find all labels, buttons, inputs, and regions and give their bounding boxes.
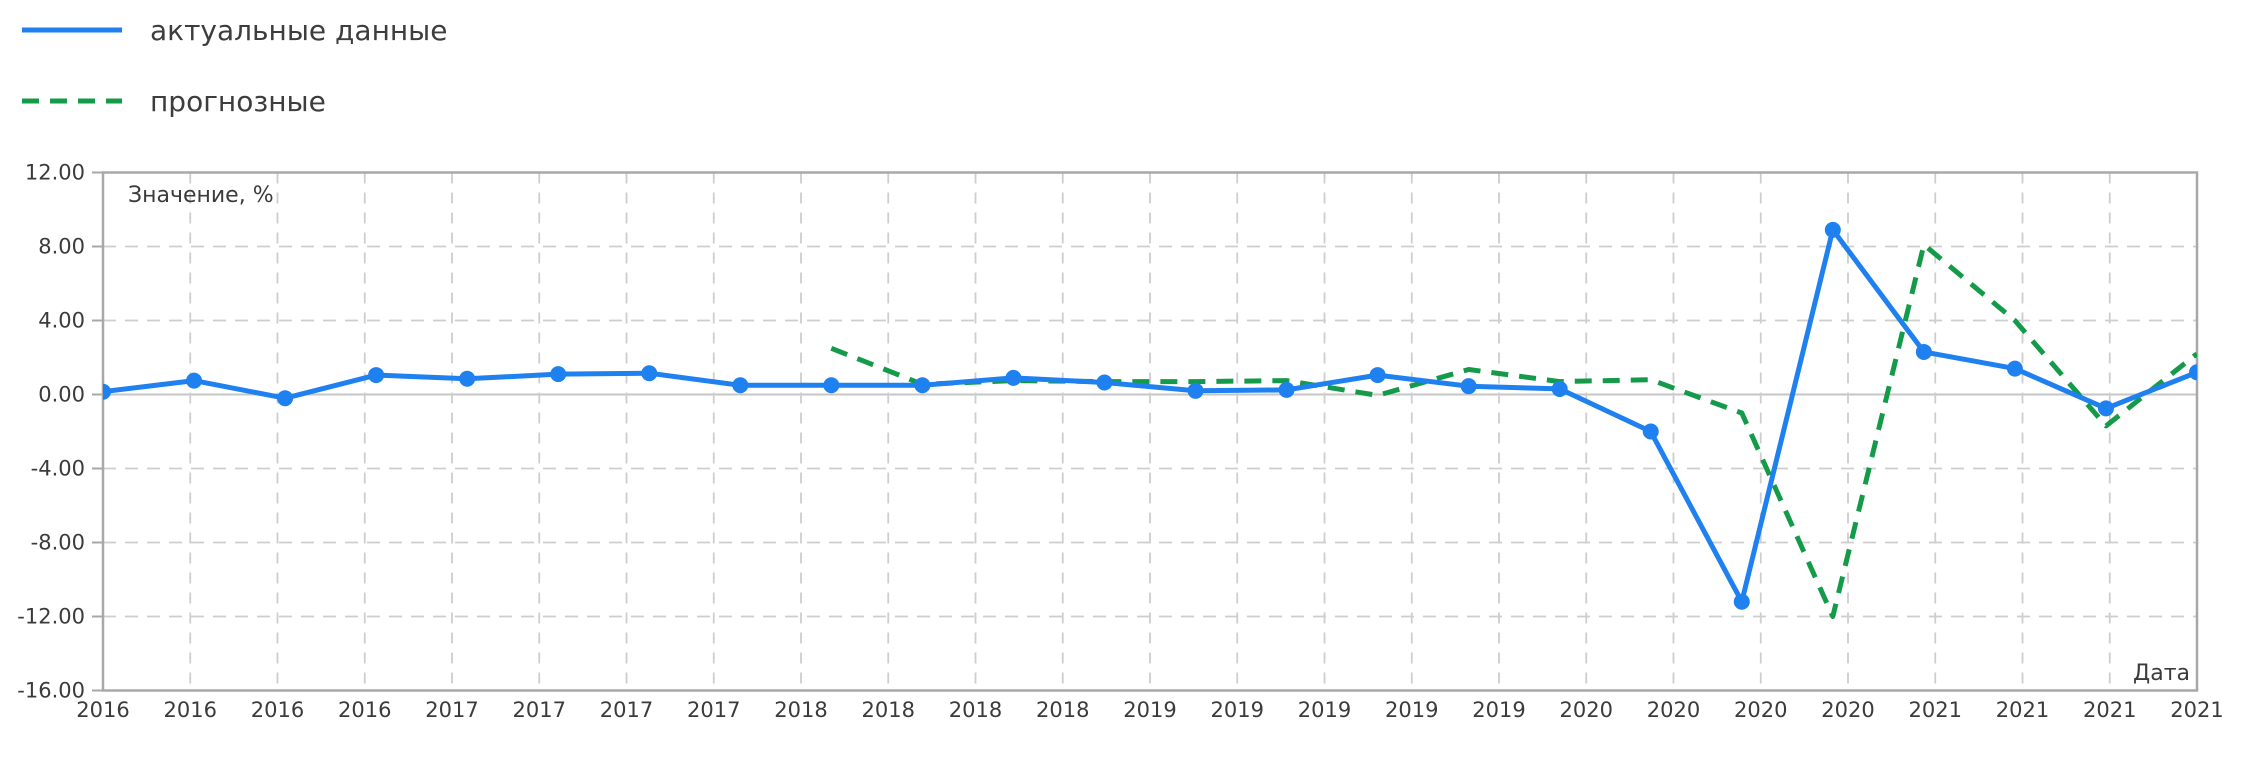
y-tick-label: 12.00 — [25, 161, 85, 185]
data-point-marker[interactable] — [550, 366, 567, 383]
chart-plot: 12.008.004.000.00-4.00-8.00-12.00-16.002… — [17, 161, 2223, 723]
y-tick-label: -4.00 — [31, 457, 85, 481]
data-point-marker[interactable] — [459, 370, 476, 387]
actual-series — [95, 221, 2205, 610]
forecast-series-line — [830, 242, 2197, 619]
actual-series-line — [103, 227, 2197, 605]
legend-forecast-label: прогнозные — [150, 85, 326, 118]
x-tick-label: 2021 — [2083, 698, 2136, 722]
plot-border — [101, 171, 2199, 692]
y-tick-label: 0.00 — [38, 383, 85, 407]
data-point-marker[interactable] — [2097, 400, 2114, 417]
data-point-marker[interactable] — [1278, 381, 1295, 398]
x-tick-label: 2017 — [425, 698, 478, 722]
x-tick-label: 2018 — [862, 698, 915, 722]
legend-item-forecast[interactable]: прогнозные — [22, 85, 326, 118]
data-point-marker[interactable] — [1642, 423, 1659, 440]
data-point-marker[interactable] — [641, 365, 658, 382]
data-point-marker[interactable] — [1369, 367, 1386, 384]
y-tick-label: 8.00 — [38, 235, 85, 259]
data-point-marker[interactable] — [95, 383, 111, 400]
data-point-marker[interactable] — [2189, 364, 2205, 381]
data-point-marker[interactable] — [1915, 343, 1932, 360]
forecast-series — [830, 242, 2197, 619]
x-tick-label: 2016 — [338, 698, 391, 722]
x-tick-label: 2018 — [1036, 698, 1089, 722]
data-point-marker[interactable] — [2006, 360, 2023, 377]
x-tick-label: 2020 — [1560, 698, 1613, 722]
x-tick-label: 2017 — [600, 698, 653, 722]
data-point-marker[interactable] — [1187, 382, 1204, 399]
x-tick-label: 2016 — [251, 698, 304, 722]
y-tick-label: -8.00 — [31, 531, 85, 555]
y-tick-label: -12.00 — [17, 605, 85, 629]
x-tick-label: 2016 — [164, 698, 217, 722]
x-tick-label: 2020 — [1734, 698, 1787, 722]
data-point-marker[interactable] — [914, 377, 931, 394]
data-point-marker[interactable] — [1733, 593, 1750, 610]
x-tick-label: 2018 — [949, 698, 1002, 722]
x-tick-label: 2019 — [1123, 698, 1176, 722]
chart-legend: актуальные данные прогнозные — [22, 14, 448, 118]
y-tick-label: 4.00 — [38, 309, 85, 333]
data-point-marker[interactable] — [823, 377, 840, 394]
data-point-marker[interactable] — [186, 372, 203, 389]
x-tick-label: 2019 — [1211, 698, 1264, 722]
x-tick-label: 2017 — [513, 698, 566, 722]
x-tick-label: 2018 — [774, 698, 827, 722]
data-point-marker[interactable] — [732, 377, 749, 394]
x-tick-label: 2020 — [1647, 698, 1700, 722]
x-axis-title: Дата — [2133, 661, 2190, 686]
y-axis-title: Значение, % — [128, 183, 274, 208]
x-tick-label: 2021 — [1909, 698, 1962, 722]
data-point-marker[interactable] — [1460, 378, 1477, 395]
data-point-marker[interactable] — [1096, 374, 1113, 391]
x-tick-label: 2020 — [1821, 698, 1874, 722]
x-tick-label: 2016 — [76, 698, 129, 722]
x-tick-label: 2019 — [1472, 698, 1525, 722]
data-point-marker[interactable] — [1551, 380, 1568, 397]
legend-actual-label: актуальные данные — [150, 14, 448, 47]
data-point-marker[interactable] — [277, 390, 294, 407]
data-point-marker[interactable] — [1005, 369, 1022, 386]
legend-item-actual[interactable]: актуальные данные — [22, 14, 448, 47]
data-point-marker[interactable] — [368, 367, 385, 384]
y-tick-label: -16.00 — [17, 679, 85, 703]
x-tick-label: 2019 — [1298, 698, 1351, 722]
x-tick-label: 2019 — [1385, 698, 1438, 722]
data-point-marker[interactable] — [1824, 221, 1841, 238]
x-tick-label: 2017 — [687, 698, 740, 722]
x-tick-label: 2021 — [1996, 698, 2049, 722]
x-tick-label: 2021 — [2170, 698, 2223, 722]
